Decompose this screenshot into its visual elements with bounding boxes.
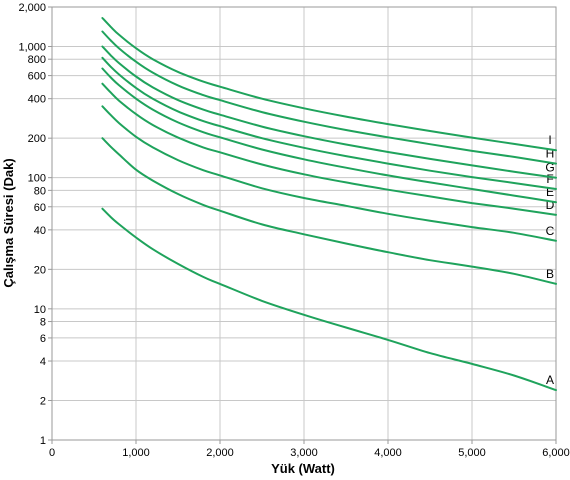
series-label-f: F — [546, 172, 553, 186]
series-line-i — [101, 17, 557, 152]
y-tick-label: 800 — [28, 54, 46, 66]
y-tick-label: 6 — [40, 333, 46, 345]
y-tick-label: 80 — [34, 185, 46, 197]
y-tick-label: 2,000 — [18, 2, 46, 14]
x-tick-label: 1,000 — [122, 447, 150, 459]
series-line-d — [101, 82, 557, 216]
y-tick-label: 8 — [40, 317, 46, 329]
series-label-c: C — [546, 224, 555, 238]
y-tick-label: 100 — [28, 173, 46, 185]
x-tick-label: 2,000 — [206, 447, 234, 459]
y-tick-label: 1 — [40, 435, 46, 447]
x-tick-label: 3,000 — [290, 447, 318, 459]
y-tick-label: 60 — [34, 202, 46, 214]
y-tick-label: 40 — [34, 225, 46, 237]
series-line-g — [101, 45, 557, 179]
series-line-b — [101, 137, 557, 285]
x-tick-label: 0 — [49, 447, 55, 459]
x-axis-title: Yük (Watt) — [271, 461, 335, 476]
series-line-a — [101, 207, 557, 392]
series-line-f — [101, 56, 557, 190]
x-tick-label: 4,000 — [374, 447, 402, 459]
series-label-e: E — [546, 185, 554, 199]
y-tick-label: 400 — [28, 94, 46, 106]
y-tick-label: 200 — [28, 133, 46, 145]
y-tick-label: 4 — [40, 356, 46, 368]
series-label-b: B — [546, 267, 554, 281]
x-tick-label: 5,000 — [458, 447, 486, 459]
series-label-h: H — [546, 147, 555, 161]
series-label-d: D — [546, 198, 555, 212]
y-tick-label: 2 — [40, 396, 46, 408]
series-line-e — [101, 67, 557, 204]
y-tick-label: 1,000 — [18, 41, 46, 53]
series-label-g: G — [545, 161, 554, 175]
series-line-c — [101, 105, 557, 242]
y-tick-label: 20 — [34, 264, 46, 276]
series-label-i: I — [548, 133, 551, 147]
x-tick-label: 6,000 — [542, 447, 570, 459]
grid-lines — [52, 7, 556, 440]
series-label-a: A — [546, 373, 554, 387]
y-tick-label: 600 — [28, 71, 46, 83]
y-axis-title: Çalışma Süresi (Dak) — [1, 158, 16, 287]
y-tick-label: 10 — [34, 304, 46, 316]
x-axis-ticks: 0 1,000 2,000 3,000 4,000 5,000 6,000 — [49, 440, 570, 459]
series-line-h — [101, 30, 557, 165]
